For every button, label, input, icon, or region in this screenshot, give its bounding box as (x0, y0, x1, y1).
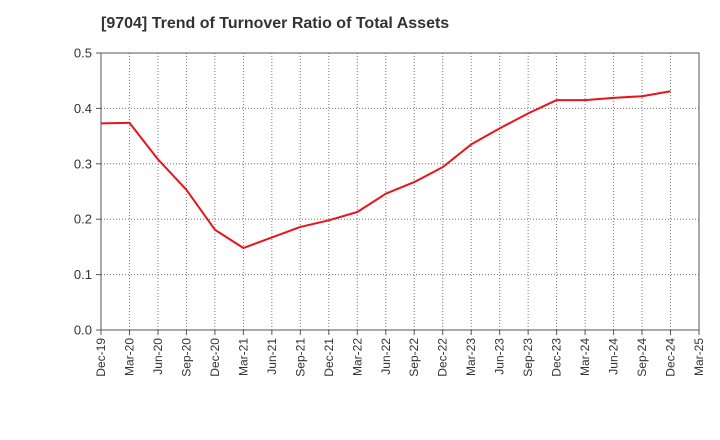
y-tick-label: 0.4 (74, 101, 92, 116)
x-tick-label: Dec-20 (208, 338, 222, 377)
x-tick-label: Jun-22 (379, 338, 393, 375)
x-tick-label: Mar-23 (464, 338, 478, 376)
x-axis-labels: Dec-19 Mar-20 Jun-20 Sep-20 Dec-20 Mar-21 Jun-… (94, 338, 706, 377)
series-line (100, 90, 671, 250)
x-tick-label: Dec-24 (664, 338, 678, 377)
x-tick-label: Mar-20 (122, 338, 136, 376)
x-tick-label: Mar-24 (578, 338, 592, 376)
x-tick-label: Mar-25 (692, 338, 706, 376)
x-tick-label: Jun-21 (265, 338, 279, 375)
x-tick-label: Dec-22 (436, 338, 450, 377)
x-tick-label: Dec-23 (550, 338, 564, 377)
x-tick-label: Sep-21 (293, 338, 307, 377)
plot-area (100, 52, 700, 331)
x-tick-label: Jun-24 (607, 338, 621, 375)
x-tick-label: Mar-21 (236, 338, 250, 376)
x-tick-label: Dec-19 (94, 338, 108, 377)
y-tick-label: 0.0 (74, 323, 92, 338)
grid-lines (101, 53, 699, 330)
x-tick-label: Sep-22 (407, 338, 421, 377)
y-tick-label: 0.1 (74, 267, 92, 282)
axis-ticks (96, 52, 700, 335)
x-tick-label: Sep-24 (635, 338, 649, 377)
x-tick-label: Mar-22 (350, 338, 364, 376)
y-tick-label: 0.3 (74, 156, 92, 171)
x-tick-label: Jun-20 (151, 338, 165, 375)
y-tick-label: 0.2 (74, 212, 92, 227)
x-tick-label: Sep-20 (179, 338, 193, 377)
x-tick-label: Dec-21 (322, 338, 336, 377)
chart-title: [9704] Trend of Turnover Ratio of Total … (101, 15, 450, 32)
y-tick-label: 0.5 (74, 46, 92, 61)
series-lines (100, 90, 671, 250)
x-tick-label: Sep-23 (521, 338, 535, 377)
y-axis-labels: 0.0 0.1 0.2 0.3 0.4 0.5 (74, 46, 92, 338)
x-tick-label: Jun-23 (493, 338, 507, 375)
